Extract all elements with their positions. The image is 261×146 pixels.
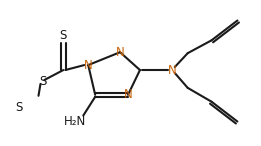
Text: S: S — [60, 29, 67, 42]
Text: N: N — [84, 59, 93, 72]
Text: N: N — [116, 46, 124, 59]
Text: N: N — [167, 64, 176, 77]
Text: H₂N: H₂N — [64, 115, 86, 128]
Text: N: N — [124, 88, 132, 101]
Text: S: S — [39, 75, 46, 88]
Text: S: S — [15, 101, 22, 114]
